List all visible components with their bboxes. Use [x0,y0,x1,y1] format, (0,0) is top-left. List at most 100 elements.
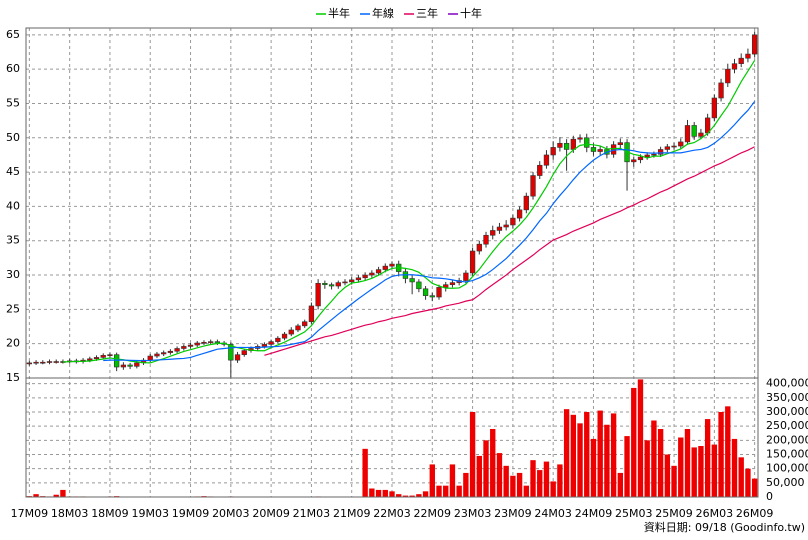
candle-body [570,138,576,150]
volume-bar [449,464,456,497]
volume-bar [483,440,489,497]
volume-bar [738,457,744,497]
candle-body [738,57,744,64]
y2-tick-label: 350,000 [766,391,808,404]
x-tick-label: 21M09 [333,507,371,520]
candle-body [295,325,301,331]
y2-tick-label: 0 [766,490,773,503]
candle-body [617,142,623,145]
x-tick-label: 26M03 [696,507,734,520]
volume-bar [624,436,630,497]
candle-body [362,274,368,279]
volume-bar [577,423,583,497]
volume-bar [53,494,59,497]
x-tick-label: 19M03 [131,507,169,520]
volume-bar [476,455,482,497]
candle-body [26,362,33,365]
volume-bar [443,485,449,497]
x-tick-label: 19M09 [172,507,210,520]
candle-body [711,97,717,119]
volume-bar [523,485,529,497]
candle-body [308,305,315,323]
volume-bar [671,465,677,497]
candle-body [557,142,563,148]
x-tick-label: 21M03 [293,507,331,520]
volume-bar [664,454,671,497]
volume-bar [610,413,617,497]
volume-bar [597,410,603,497]
candle-body [543,154,550,166]
volume-bar [409,495,415,497]
candle-body [342,281,348,284]
y2-tick-label: 400,000 [766,377,808,390]
candle-body [443,284,449,288]
x-tick-label: 18M09 [91,507,129,520]
y2-tick-label: 250,000 [766,419,808,432]
candle-body [416,281,422,290]
candle-body [563,142,570,150]
x-tick-label: 17M09 [11,507,49,520]
volume-bar [617,472,624,497]
volume-bar [463,472,469,497]
volume-bar [584,412,590,497]
candle-body [161,352,167,355]
x-tick-label: 22M03 [373,507,411,520]
candle-body [369,272,375,276]
candle-body [516,209,523,219]
volume-bar [60,489,66,497]
volume-bar [678,437,684,497]
candle-body [590,147,597,152]
candle-body [100,355,106,358]
candle-body [664,146,670,150]
ma-line [103,101,756,362]
candle-body [234,354,241,361]
candle-body [181,346,187,349]
x-tick-label: 20M09 [252,507,290,520]
candle-body [288,329,294,335]
volume-bar [718,412,724,497]
candle-body [268,341,274,345]
volume-bar [402,495,409,497]
volume-bar [711,444,718,497]
candle-body [678,141,684,147]
candle-body [375,269,382,274]
y-tick-label: 30 [6,268,20,281]
candle-body [469,250,476,274]
x-tick-label: 23M03 [454,507,492,520]
candle-body [490,230,496,236]
candle-body [302,321,308,327]
volume-bar [422,491,429,497]
y-tick-label: 45 [6,165,20,178]
candle-body [597,149,603,152]
x-tick-label: 18M03 [51,507,89,520]
candle-body [208,341,214,343]
y2-tick-label: 150,000 [766,448,808,461]
y2-tick-label: 300,000 [766,405,808,418]
candle-body [382,265,388,270]
legend-label: 十年 [460,6,482,20]
volume-bar [490,429,496,497]
y2-tick-label: 100,000 [766,462,808,475]
candle-body [550,147,556,156]
candle-body [93,357,100,360]
volume-bar [570,414,577,497]
candle-body [691,125,697,137]
candle-body [328,284,335,287]
candle-body [631,159,637,163]
x-tick-label: 25M03 [615,507,653,520]
candle-body [731,63,738,70]
candle-body [429,295,435,298]
candle-body [114,354,120,368]
legend-label: 半年 [328,6,350,20]
candle-body [241,350,247,355]
volume-bar [389,491,395,497]
volume-bar [496,453,503,497]
candle-body [46,361,53,363]
x-tick-label: 23M09 [494,507,532,520]
candle-body [476,243,482,252]
candle-body [214,341,221,344]
candle-body [496,226,503,231]
candle-body [718,82,724,99]
